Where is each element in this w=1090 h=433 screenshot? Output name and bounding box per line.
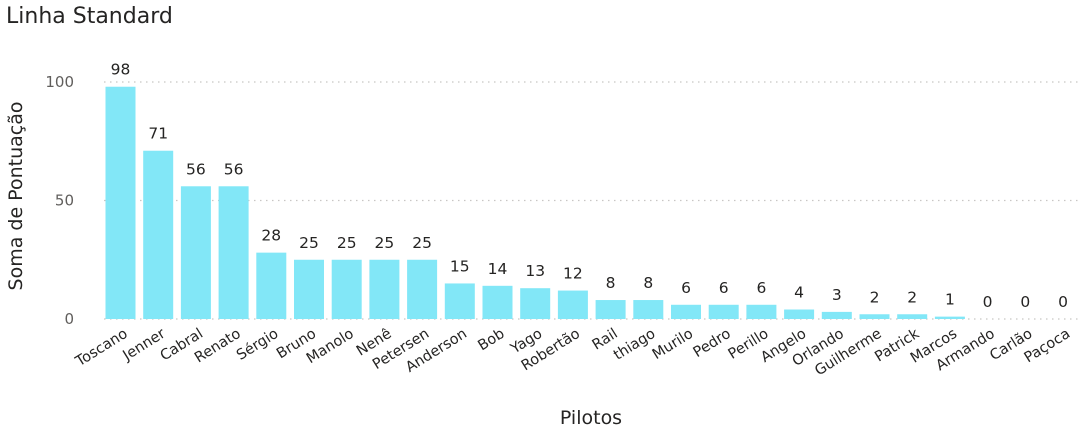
- bar-marcos[interactable]: [934, 316, 965, 319]
- data-label-guilherme: 2: [870, 288, 880, 306]
- data-label-nene: 25: [375, 234, 395, 252]
- data-label-bob: 14: [488, 260, 508, 278]
- data-label-manolo: 25: [337, 234, 357, 252]
- gridlines: [104, 81, 1078, 320]
- data-label-yago: 13: [525, 262, 545, 280]
- chart-title: Linha Standard: [6, 4, 173, 29]
- data-labels: 98 71 56 56 28 25 25 25 25 15 14 13 12 8 8 6 6 6 4 3 2 2 1 0 0 0: [111, 61, 1068, 311]
- bars: [105, 86, 965, 320]
- bar-orlando[interactable]: [821, 311, 852, 319]
- data-label-pacoca: 0: [1058, 293, 1068, 311]
- bar-anderson[interactable]: [444, 283, 475, 319]
- bar-sergio[interactable]: [256, 252, 287, 319]
- bar-bob[interactable]: [482, 285, 513, 319]
- data-label-sergio: 28: [261, 227, 281, 245]
- bar-rail[interactable]: [595, 300, 626, 319]
- x-tick-bob: Bob: [475, 326, 507, 354]
- data-label-bruno: 25: [299, 234, 319, 252]
- data-label-angelo: 4: [794, 284, 804, 302]
- bar-nene[interactable]: [369, 259, 400, 319]
- data-label-robertao: 12: [563, 265, 583, 283]
- bar-toscano[interactable]: [105, 86, 136, 320]
- bar-pedro[interactable]: [708, 304, 739, 319]
- x-axis-title: Pilotos: [560, 407, 622, 429]
- data-label-perillo: 6: [756, 279, 766, 297]
- y-tick-50: 50: [55, 192, 74, 210]
- bar-petersen[interactable]: [407, 259, 438, 319]
- x-tick-thiago: thiago: [611, 326, 658, 364]
- data-label-carlao: 0: [1020, 293, 1030, 311]
- x-tick-toscano: Toscano: [72, 326, 130, 371]
- y-axis-title: Soma de Pontuação: [5, 102, 27, 291]
- bar-renato[interactable]: [218, 186, 249, 319]
- x-axis-ticks: ToscanoJennerCabralRenatoSérgioBrunoMano…: [72, 326, 1073, 380]
- data-label-rail: 8: [606, 274, 616, 292]
- bar-guilherme[interactable]: [859, 314, 890, 319]
- data-label-jenner: 71: [148, 125, 168, 143]
- y-axis-ticks: 0 50 100: [45, 73, 74, 328]
- bar-cabral[interactable]: [180, 186, 211, 319]
- y-tick-0: 0: [64, 310, 74, 328]
- bar-jenner[interactable]: [143, 150, 174, 319]
- y-tick-100: 100: [45, 73, 74, 91]
- data-label-anderson: 15: [450, 257, 470, 275]
- data-label-renato: 56: [224, 160, 244, 178]
- data-label-cabral: 56: [186, 160, 206, 178]
- bar-manolo[interactable]: [331, 259, 362, 319]
- x-tick-pedro: Pedro: [691, 326, 734, 361]
- x-tick-jenner: Jenner: [120, 326, 169, 365]
- data-label-patrick: 2: [907, 288, 917, 306]
- data-label-pedro: 6: [719, 279, 729, 297]
- bar-bruno[interactable]: [294, 259, 324, 319]
- bar-thiago[interactable]: [633, 300, 664, 319]
- x-tick-sergio: Sérgio: [234, 326, 282, 364]
- bar-robertao[interactable]: [557, 290, 588, 319]
- bar-patrick[interactable]: [897, 314, 928, 319]
- data-label-petersen: 25: [412, 234, 432, 252]
- data-label-toscano: 98: [111, 61, 131, 79]
- data-label-orlando: 3: [832, 286, 842, 304]
- data-label-armando: 0: [983, 293, 993, 311]
- data-label-thiago: 8: [643, 274, 653, 292]
- bar-angelo[interactable]: [784, 309, 815, 319]
- bar-murilo[interactable]: [671, 304, 701, 319]
- bar-yago[interactable]: [520, 288, 551, 319]
- data-label-murilo: 6: [681, 279, 691, 297]
- data-label-marcos: 1: [945, 291, 955, 309]
- x-tick-murilo: Murilo: [650, 326, 696, 363]
- bar-perillo[interactable]: [746, 304, 777, 319]
